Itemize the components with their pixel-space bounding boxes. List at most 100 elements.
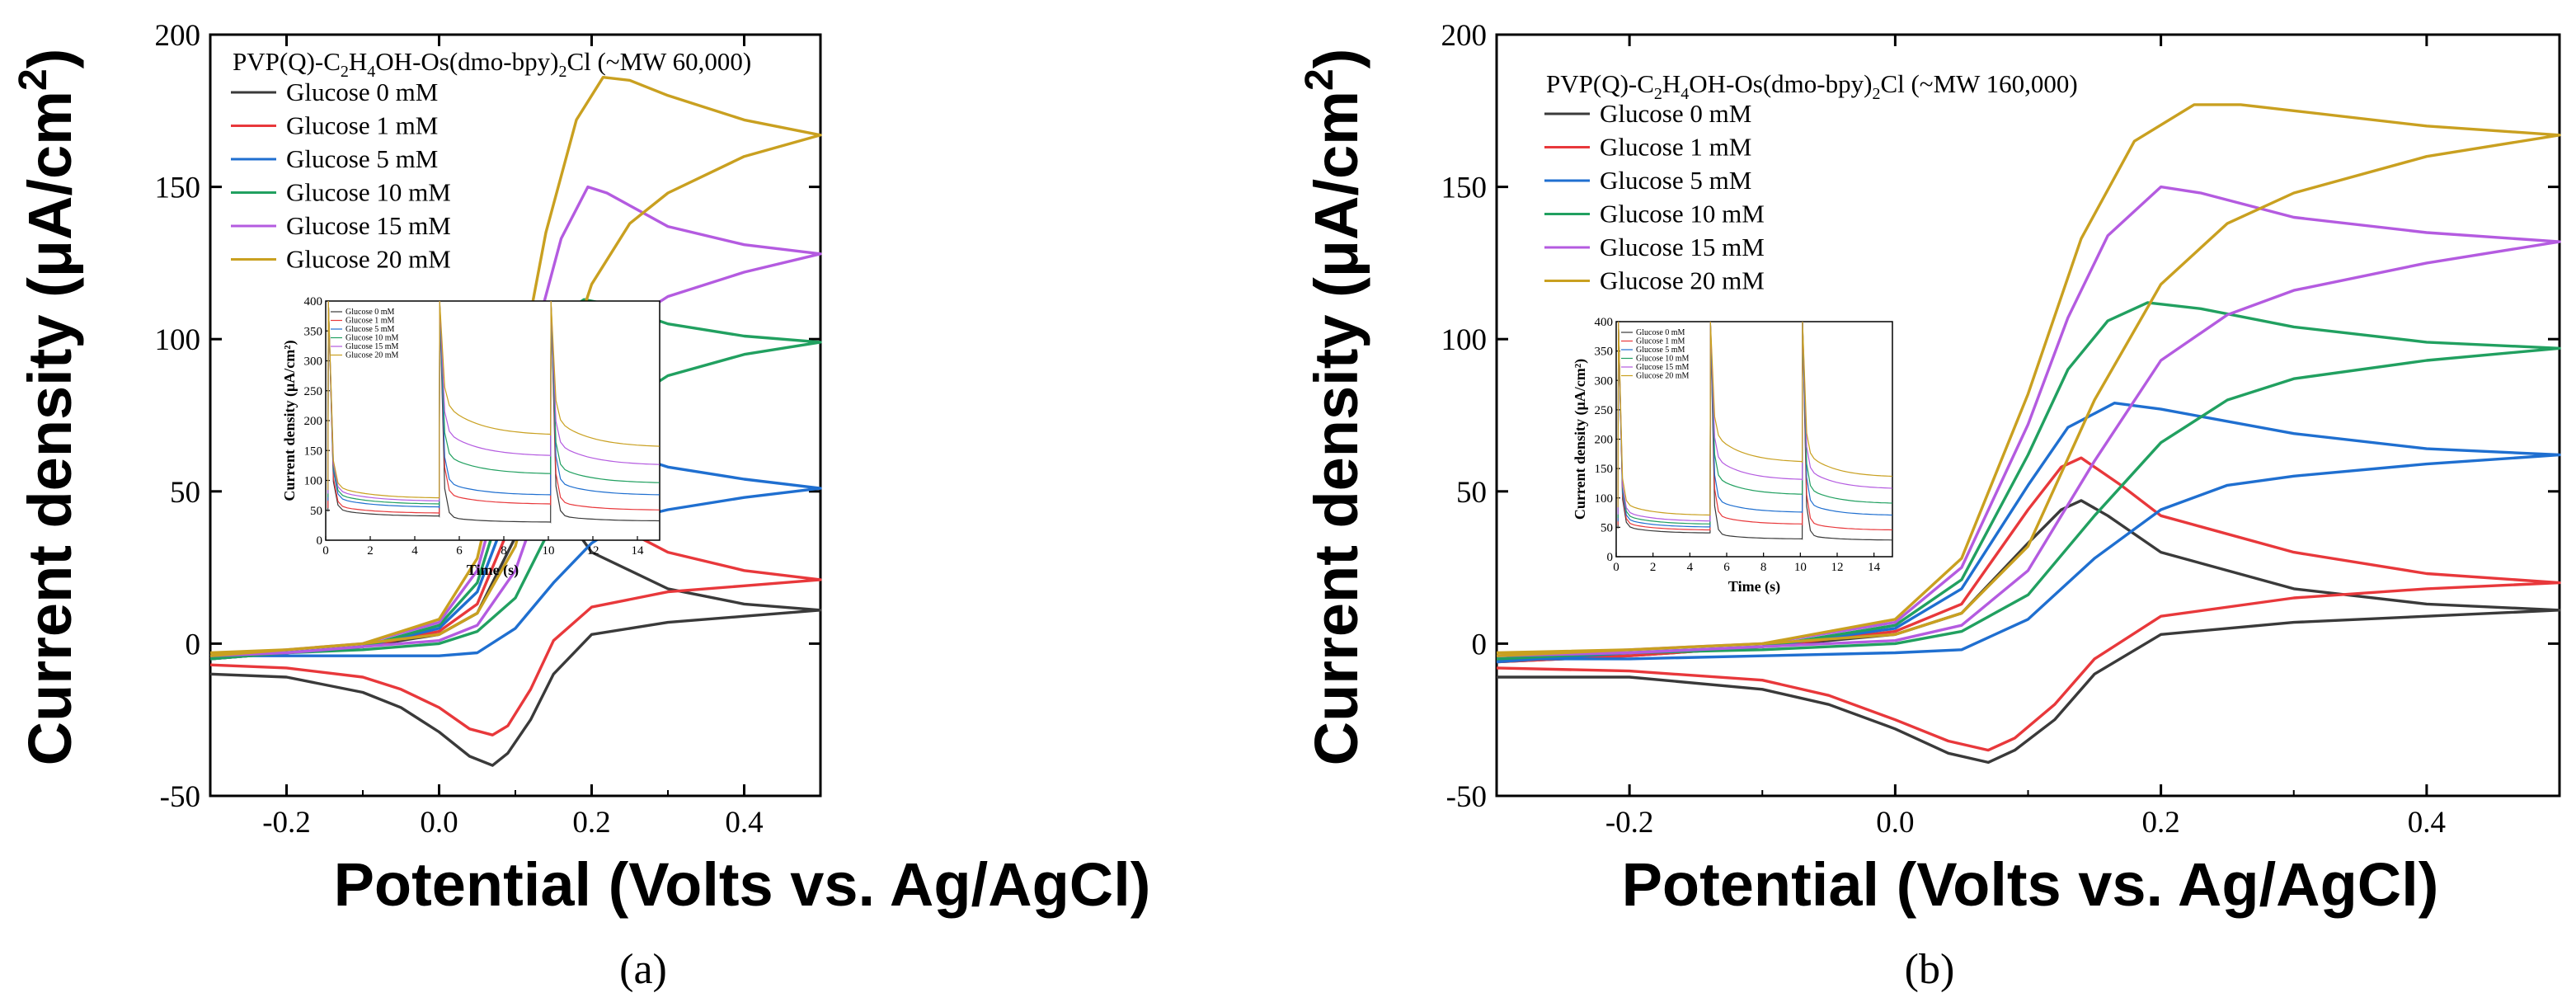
inset-frame — [1615, 321, 1893, 558]
x-tick-label: -0.2 — [1605, 806, 1654, 840]
inset-legend-label: Glucose 1 mM — [346, 317, 395, 326]
inset-x-axis-title: Time (s) — [467, 562, 519, 579]
y-axis-title: Current density (μA/cm2) — [12, 49, 84, 766]
y-tick-label: 200 — [1441, 19, 1488, 53]
x-tick-label: 0.2 — [572, 806, 610, 840]
y-tick-label: 100 — [155, 323, 201, 357]
y-tick-label: 50 — [1456, 476, 1487, 510]
legend-title: PVP(Q)-C2H4OH-Os(dmo-bpy)2Cl (~MW 60,000… — [233, 47, 751, 81]
inset-legend-label: Glucose 5 mM — [346, 325, 395, 334]
inset-x-tick-label: 8 — [501, 544, 507, 558]
inset-x-tick-label: 14 — [632, 544, 645, 558]
y-tick-label: -50 — [1446, 780, 1487, 814]
inset-trace-glucose-20-mm — [1617, 321, 1892, 516]
inset-trace-glucose-15-mm — [327, 300, 660, 502]
y-tick-label: 150 — [155, 172, 201, 205]
x-tick-label: 0.0 — [420, 806, 458, 840]
inset-x-axis-title: Time (s) — [1728, 578, 1780, 595]
inset-x-tick-label: 14 — [1868, 561, 1881, 574]
inset-trace-glucose-1-mm — [1617, 321, 1892, 531]
inset-trace-glucose-15-mm — [1617, 321, 1892, 522]
y-tick-label: 200 — [155, 19, 201, 53]
inset-y-tick-label: 200 — [304, 415, 323, 428]
inset-y-tick-label: 350 — [1595, 346, 1614, 359]
y-axis-title: Current density (μA/cm2) — [1298, 49, 1370, 766]
legend-label: Glucose 20 mM — [286, 245, 451, 274]
inset-trace-glucose-20-mm — [327, 300, 660, 499]
inset-x-tick-label: 0 — [1613, 561, 1619, 574]
inset-legend-label: Glucose 20 mM — [1636, 372, 1690, 381]
x-axis-title: Potential (Volts vs. Ag/AgCl) — [1622, 850, 2439, 919]
y-tick-label: -50 — [160, 780, 200, 814]
inset-y-tick-label: 350 — [304, 325, 323, 338]
inset-legend-label: Glucose 1 mM — [1636, 337, 1685, 346]
legend-label: Glucose 10 mM — [1600, 200, 1765, 228]
legend-label: Glucose 20 mM — [1600, 266, 1765, 295]
cv-curve-glucose-1-mm — [209, 459, 822, 736]
inset-y-tick-label: 400 — [304, 295, 323, 308]
inset-legend-label: Glucose 5 mM — [1636, 346, 1685, 355]
inset-x-tick-label: 2 — [367, 544, 374, 558]
x-tick-label: 0.4 — [725, 806, 763, 840]
inset-x-tick-label: 8 — [1760, 561, 1767, 574]
inset-y-tick-label: 150 — [304, 445, 323, 458]
x-tick-label: 0.2 — [2142, 806, 2180, 840]
inset-y-tick-label: 300 — [304, 355, 323, 369]
inset-x-tick-label: 0 — [322, 544, 329, 558]
inset-y-tick-label: 400 — [1595, 316, 1614, 329]
inset-trace-glucose-1-mm — [327, 300, 660, 515]
y-tick-label: 150 — [1441, 172, 1488, 205]
legend-label: Glucose 5 mM — [1600, 166, 1751, 195]
inset-legend-label: Glucose 10 mM — [346, 334, 399, 343]
x-tick-label: 0.0 — [1876, 806, 1914, 840]
cv-curve-glucose-15-mm — [1496, 185, 2561, 657]
cv-curve-glucose-5-mm — [1496, 402, 2561, 664]
inset-y-tick-label: 0 — [1607, 551, 1614, 564]
legend-label: Glucose 15 mM — [1600, 233, 1765, 261]
panel-label: (b) — [1905, 946, 1955, 993]
inset-chart: 0 50 100 150 200 250 300 350 400 0 2 4 6 8 10 12 14 Gluco… — [281, 295, 660, 579]
cv-curve-glucose-15-mm — [209, 185, 822, 657]
y-tick-label: 50 — [170, 476, 200, 510]
inset-trace-glucose-0-mm — [327, 300, 660, 524]
legend-label: Glucose 0 mM — [1600, 99, 1751, 128]
x-tick-label: -0.2 — [262, 806, 311, 840]
inset-trace-glucose-5-mm — [327, 300, 660, 510]
inset-legend-label: Glucose 20 mM — [346, 351, 399, 360]
cv-curve-glucose-10-mm — [209, 298, 822, 661]
inset-x-tick-label: 6 — [1723, 561, 1730, 574]
y-tick-label: 0 — [1472, 628, 1488, 661]
cv-curve-glucose-5-mm — [209, 429, 822, 661]
inset-x-tick-label: 2 — [1650, 561, 1657, 574]
inset-legend-label: Glucose 0 mM — [346, 308, 395, 317]
inset-legend-label: Glucose 15 mM — [346, 342, 399, 351]
inset-trace-glucose-10-mm — [1617, 321, 1892, 525]
y-tick-label: 100 — [1441, 323, 1488, 357]
inset-x-tick-label: 12 — [587, 544, 599, 558]
legend-label: Glucose 10 mM — [286, 178, 451, 207]
inset-legend-label: Glucose 15 mM — [1636, 363, 1690, 372]
x-tick-label: 0.4 — [2408, 806, 2446, 840]
inset-x-tick-label: 10 — [543, 544, 555, 558]
y-tick-label: 0 — [186, 628, 201, 661]
inset-y-tick-label: 300 — [1595, 374, 1614, 388]
inset-y-tick-label: 200 — [1595, 434, 1614, 447]
inset-y-axis-title: Current density (μA/cm²) — [281, 340, 298, 501]
cv-curve-glucose-1-mm — [1496, 456, 2561, 752]
inset-legend-label: Glucose 10 mM — [1636, 355, 1690, 364]
legend-label: Glucose 0 mM — [286, 78, 438, 106]
inset-y-tick-label: 0 — [317, 534, 323, 548]
inset-trace-glucose-5-mm — [1617, 321, 1892, 528]
inset-y-tick-label: 50 — [1601, 521, 1613, 534]
inset-y-axis-title: Current density (μA/cm²) — [1572, 359, 1589, 520]
cv-curve-glucose-20-mm — [209, 76, 822, 657]
inset-frame — [325, 300, 660, 541]
inset-y-tick-label: 100 — [1595, 492, 1614, 506]
legend-title: PVP(Q)-C2H4OH-Os(dmo-bpy)2Cl (~MW 160,00… — [1546, 69, 2078, 103]
inset-y-tick-label: 100 — [304, 475, 323, 488]
legend-label: Glucose 15 mM — [286, 211, 451, 240]
inset-x-tick-label: 12 — [1831, 561, 1844, 574]
